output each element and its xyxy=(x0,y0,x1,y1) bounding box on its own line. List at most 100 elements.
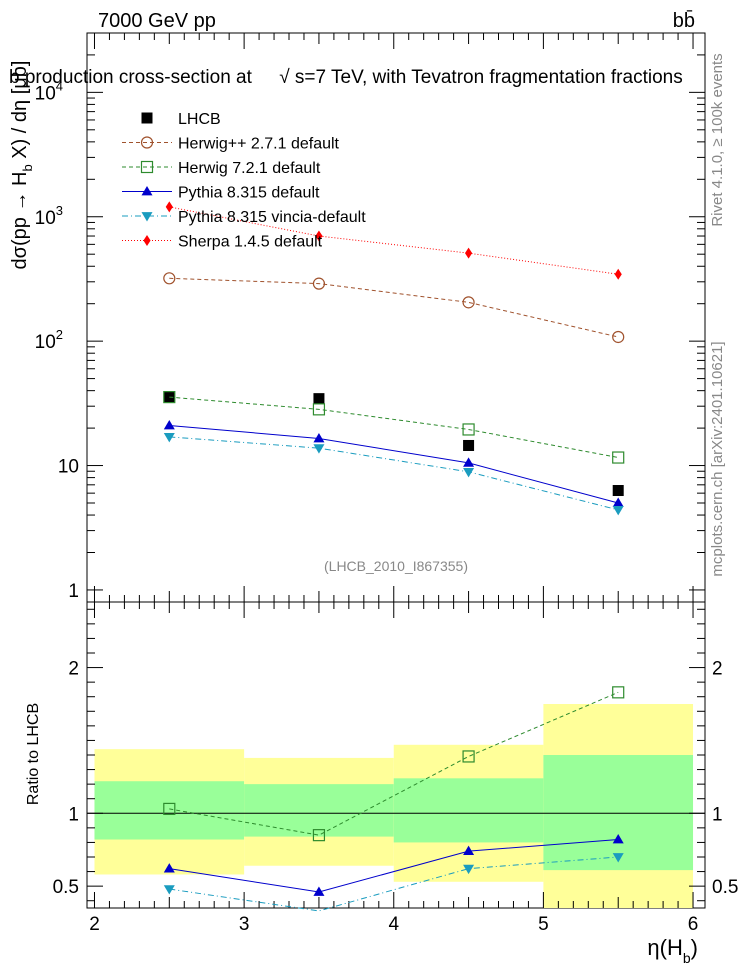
legend-item-pythia-8-315-default: Pythia 8.315 default xyxy=(122,185,320,202)
main-line-sherpa-1-4-5-default xyxy=(169,206,619,275)
main-point-herwig-2-7-1-default xyxy=(312,277,326,290)
legend-label: Herwig 7.2.1 default xyxy=(178,160,321,177)
main-ytick-exp: 3 xyxy=(56,203,63,218)
legend-marker xyxy=(141,112,153,124)
process-label: bb̄ xyxy=(673,9,695,32)
legend-label: LHCB xyxy=(178,111,221,128)
ratio-series-pythia-8-315-vincia-default xyxy=(163,853,624,912)
xlabel: η(Hb) xyxy=(647,935,698,966)
ratio-ytick-label: 1 xyxy=(712,804,723,825)
main-series-herwig-7-2-1-default xyxy=(163,390,625,464)
ratio-xtick-label: 6 xyxy=(688,914,699,935)
legend-marker xyxy=(140,160,154,174)
ratio-ytick-label: 0.5 xyxy=(712,877,738,898)
legend-marker xyxy=(141,212,153,222)
ratio-bands xyxy=(94,704,694,908)
main-series-sherpa-1-4-5-default xyxy=(165,201,622,280)
main-ytick-base: 10 xyxy=(35,83,56,104)
main-point-pythia-8-315-default xyxy=(463,457,475,467)
ratio-ytick-label: 1 xyxy=(68,804,79,825)
title-sqrt: √ xyxy=(279,67,290,88)
main-series-lhcb xyxy=(163,391,624,497)
main-line-herwig-7-2-1-default xyxy=(169,396,619,459)
legend-label: Sherpa 1.4.5 default xyxy=(178,234,323,251)
ratio-point-herwig-7-2-1-default xyxy=(312,829,326,842)
legend-item-pythia-8-315-vincia-default: Pythia 8.315 vincia-default xyxy=(122,209,366,226)
legend-label: Pythia 8.315 vincia-default xyxy=(178,209,366,226)
ratio-series-herwig-7-2-1-default xyxy=(163,686,625,842)
ylabel-tail: X) / dη [μb] xyxy=(9,61,31,165)
main-point-herwig-7-2-1-default xyxy=(163,390,176,404)
series-layer xyxy=(163,201,625,912)
xlabel-main: η(H xyxy=(647,935,682,960)
ratio-band-inner xyxy=(543,755,694,871)
legend: LHCB Herwig++ 2.7.1 default Herwig 7.2.1 d… xyxy=(122,111,366,251)
main-line-pythia-8-315-default xyxy=(169,424,619,504)
main-point-herwig-7-2-1-default xyxy=(612,451,625,464)
ratio-point-herwig-7-2-1-default xyxy=(462,750,475,763)
main-point-lhcb xyxy=(313,393,325,405)
ratio-point-pythia-8-315-default xyxy=(612,834,624,844)
main-ytick-exp: 4 xyxy=(56,78,63,93)
collision-label: 7000 GeV pp xyxy=(98,10,216,32)
main-point-pythia-8-315-vincia-default xyxy=(612,506,624,516)
main-ytick-label: 103 xyxy=(35,203,63,229)
ratio-xtick-label: 5 xyxy=(538,914,549,935)
ratio-point-pythia-8-315-vincia-default xyxy=(612,853,624,863)
ylabel-main: dσ(pp → H xyxy=(9,172,31,270)
main-ytick-label: 102 xyxy=(35,327,63,353)
ratio-point-herwig-7-2-1-default xyxy=(163,802,176,816)
main-ytick-exp: 2 xyxy=(56,327,63,342)
main-point-sherpa-1-4-5-default xyxy=(165,201,173,213)
title-suffix: s=7 TeV, with Tevatron fragmentation fra… xyxy=(295,67,683,88)
main-ytick-label: 104 xyxy=(35,78,63,104)
main-ytick-label: 10 xyxy=(58,457,79,478)
xlabel-tail: ) xyxy=(691,935,698,960)
plot-title: b production cross-section at √ s=7 TeV,… xyxy=(9,67,683,88)
ratio-ylabel: Ratio to LHCB xyxy=(25,703,42,805)
main-point-herwig-2-7-1-default xyxy=(462,296,475,309)
ylabel-sub: b xyxy=(20,164,35,171)
main-point-herwig-7-2-1-default xyxy=(312,403,326,416)
main-line-pythia-8-315-vincia-default xyxy=(169,436,619,511)
legend-marker xyxy=(141,186,153,196)
ratio-point-herwig-7-2-1-default xyxy=(612,686,625,699)
main-point-pythia-8-315-vincia-default xyxy=(463,467,475,478)
main-point-pythia-8-315-vincia-default xyxy=(163,433,175,443)
legend-label: Pythia 8.315 default xyxy=(178,185,320,202)
mcplots-label: mcplots.cern.ch [arXiv:2401.10621] xyxy=(709,341,726,576)
analysis-id-watermark: (LHCB_2010_I867355) xyxy=(324,558,468,574)
ratio-point-pythia-8-315-vincia-default xyxy=(163,885,175,895)
main-ytick-base: 10 xyxy=(35,208,56,229)
main-point-pythia-8-315-default xyxy=(163,419,175,430)
legend-item-herwig-2-7-1-default: Herwig++ 2.7.1 default xyxy=(122,136,340,153)
main-ytick-label: 1 xyxy=(68,581,79,602)
ratio-ytick-label: 0.5 xyxy=(53,877,79,898)
xlabel-sub: b xyxy=(683,950,691,966)
ratio-line-pythia-8-315-vincia-default xyxy=(169,856,619,912)
main-point-herwig-2-7-1-default xyxy=(612,330,625,344)
ratio-ytick-label: 2 xyxy=(68,659,79,680)
legend-marker xyxy=(140,136,154,149)
main-point-herwig-7-2-1-default xyxy=(462,423,475,436)
ratio-point-pythia-8-315-vincia-default xyxy=(463,864,475,875)
main-point-pythia-8-315-vincia-default xyxy=(313,444,325,454)
ratio-xtick-label: 3 xyxy=(239,914,250,935)
legend-item-sherpa-1-4-5-default: Sherpa 1.4.5 default xyxy=(122,234,323,251)
main-ylabel: dσ(pp → Hb X) / dη [μb] xyxy=(9,61,35,270)
ratio-point-pythia-8-315-default xyxy=(313,886,325,896)
legend-marker xyxy=(143,235,151,246)
main-point-herwig-2-7-1-default xyxy=(163,272,176,285)
main-point-sherpa-1-4-5-default xyxy=(464,247,473,259)
main-series-pythia-8-315-default xyxy=(163,419,624,507)
ratio-line-herwig-7-2-1-default xyxy=(169,691,619,836)
ratio-band-inner xyxy=(244,784,394,837)
main-point-pythia-8-315-default xyxy=(612,497,624,507)
main-series-herwig-2-7-1-default xyxy=(163,272,625,344)
ratio-point-pythia-8-315-default xyxy=(163,863,175,873)
main-ytick-base: 10 xyxy=(35,332,56,353)
title-prefix: b production cross-section at xyxy=(9,67,253,88)
ratio-series-pythia-8-315-default xyxy=(163,834,624,896)
